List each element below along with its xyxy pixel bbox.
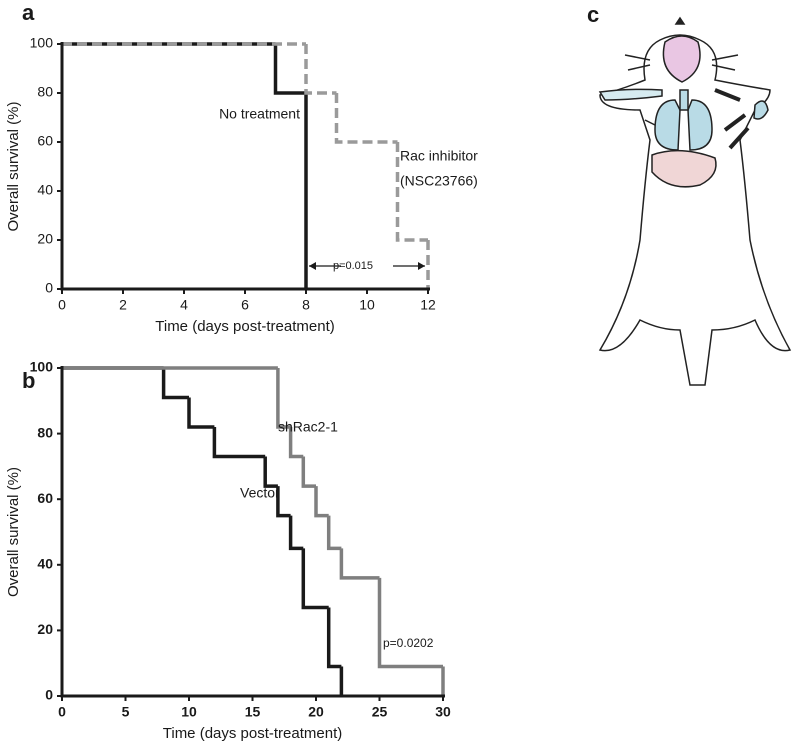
series-label: Rac inhibitor	[400, 148, 478, 164]
annotation: p=0.0202	[383, 636, 434, 650]
x-tick-label: 25	[372, 704, 388, 720]
x-tick-label: 6	[241, 297, 249, 313]
survival-step	[273, 44, 306, 95]
y-axis-label: Overall survival (%)	[5, 467, 22, 597]
survival-step	[288, 427, 304, 459]
x-tick-label: 2	[119, 297, 127, 313]
x-tick-label: 15	[245, 704, 261, 720]
x-tick-label: 12	[420, 297, 436, 313]
survival-step	[288, 515, 304, 551]
y-tick-label: 20	[37, 621, 53, 637]
y-tick-label: 0	[45, 687, 53, 703]
survival-step	[276, 486, 291, 518]
survival-step	[263, 456, 278, 488]
y-tick-label: 60	[37, 490, 53, 506]
survival-step	[314, 486, 329, 518]
y-tick-label: 80	[37, 424, 53, 440]
survival-step	[326, 607, 342, 669]
survival-step	[377, 577, 443, 669]
survival-step	[326, 515, 342, 551]
y-tick-label: 40	[37, 556, 53, 572]
mouse-illustration	[598, 16, 792, 386]
survival-step	[304, 44, 337, 95]
x-tick-label: 0	[58, 297, 66, 313]
series-label: Vector	[240, 485, 280, 501]
series-label: shRac2-1	[278, 419, 338, 435]
survival-step	[212, 427, 266, 459]
y-tick-label: 40	[37, 182, 53, 198]
series-label: No treatment	[219, 106, 300, 122]
panel-label: c	[587, 2, 599, 27]
x-tick-label: 10	[181, 704, 197, 720]
panel-label: a	[22, 0, 35, 25]
y-tick-label: 60	[37, 133, 53, 149]
x-tick-label: 5	[122, 704, 130, 720]
x-tick-label: 30	[435, 704, 451, 720]
x-tick-label: 0	[58, 704, 66, 720]
annotation: (NSC23766)	[400, 173, 478, 189]
y-tick-label: 80	[37, 84, 53, 100]
survival-step	[334, 93, 398, 144]
y-tick-label: 0	[45, 280, 53, 296]
x-tick-label: 8	[302, 297, 310, 313]
panel-label: b	[22, 368, 35, 393]
y-axis-label: Overall survival (%)	[5, 101, 22, 231]
survival-step	[339, 548, 380, 580]
x-axis-label: Time (days post-treatment)	[163, 725, 343, 742]
survival-step	[301, 456, 316, 488]
survival-step	[301, 548, 329, 610]
survival-step	[276, 368, 291, 429]
x-axis-label: Time (days post-treatment)	[155, 318, 335, 335]
y-tick-label: 20	[37, 231, 53, 247]
x-tick-label: 4	[180, 297, 188, 313]
x-tick-label: 10	[359, 297, 375, 313]
survival-step	[161, 368, 189, 400]
y-tick-label: 100	[30, 35, 54, 51]
annotation: p=0.015	[333, 260, 373, 272]
x-tick-label: 20	[308, 704, 324, 720]
survival-step	[187, 397, 215, 429]
y-tick-label: 100	[30, 359, 54, 375]
survival-step	[395, 142, 428, 242]
